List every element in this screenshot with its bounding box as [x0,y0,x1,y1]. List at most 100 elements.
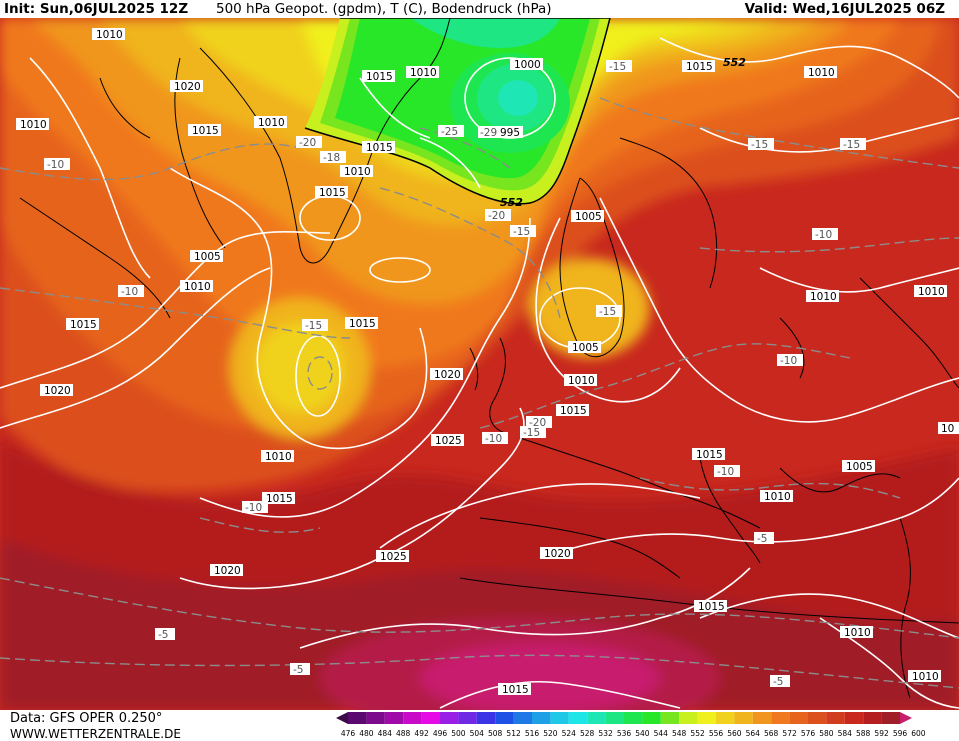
temperature-label: -10 [714,465,740,478]
svg-text:1010: 1010 [265,451,292,463]
pressure-label: 1000 [510,58,543,71]
legend-swatch [881,712,900,724]
isotherms [0,97,959,689]
legend-swatch [550,712,569,724]
temperature-label: -15 [596,305,622,318]
legend-tick-label: 560 [727,729,742,738]
temperature-label: -25 [438,125,464,138]
geopotential-label: 552 [500,196,523,209]
legend-swatch [752,712,772,724]
pressure-label: 1010 [760,490,793,503]
temperature-label: -15 [606,60,632,73]
pressure-label: 1005 [842,460,875,473]
legend-swatch [844,712,864,724]
pressure-label: 1010 [261,450,294,463]
pressure-label: 1020 [170,80,203,93]
legend-swatch [384,712,404,724]
legend-tick-label: 476 [340,729,356,738]
pressure-label: 1015 [556,404,589,417]
svg-text:-20: -20 [299,137,316,149]
svg-text:-29: -29 [480,127,497,139]
legend-tick-label: 532 [598,729,613,738]
legend-swatch [679,712,698,724]
legend-tick-label: 540 [635,729,650,738]
svg-text:-15: -15 [599,306,616,318]
legend-swatch [789,712,808,724]
svg-text:1005: 1005 [846,461,873,473]
legend-tick-label: 600 [911,729,926,738]
svg-text:-10: -10 [717,466,734,478]
legend-swatch [476,712,496,724]
legend-tick-label: 580 [819,729,834,738]
legend-tick-label: 548 [672,729,687,738]
temperature-label: -5 [754,532,774,545]
geopotential-labels: 552 552 [500,56,746,209]
svg-text:10: 10 [941,423,954,435]
svg-text:1010: 1010 [96,29,123,41]
svg-text:1010: 1010 [844,627,871,639]
pressure-label: 1010 [840,626,873,639]
map-title: 500 hPa Geopot. (gpdm), T (C), Bodendruc… [216,1,552,17]
svg-text:1025: 1025 [435,435,462,447]
svg-text:1005: 1005 [572,342,599,354]
temperature-label: -20 [526,416,552,429]
svg-text:-15: -15 [751,139,768,151]
legend-tick-label: 584 [837,729,852,738]
pressure-label: 1010 [16,118,49,131]
svg-text:1005: 1005 [194,251,221,263]
legend-tick-label: 576 [800,729,816,738]
legend-swatch [458,712,477,724]
svg-text:1010: 1010 [764,491,791,503]
pressure-label: 1020 [40,384,73,397]
legend-tick-label: 568 [764,729,779,738]
pressure-label: 1015 [188,124,221,137]
svg-text:1010: 1010 [258,117,285,129]
svg-text:1020: 1020 [174,81,201,93]
website-link[interactable]: WWW.WETTERZENTRALE.DE [10,727,181,741]
pressure-label: 1025 [431,434,464,447]
svg-text:-5: -5 [158,629,168,641]
legend-swatch [348,712,367,724]
legend-arrow-right [900,712,912,724]
legend-arrow-left [336,712,348,724]
pressure-label: 10 [938,422,959,435]
pressure-label: 1010 [254,116,287,129]
legend-swatch [863,712,882,724]
svg-text:1015: 1015 [560,405,587,417]
pressure-label: 1015 [315,186,348,199]
pressure-label: 1005 [568,341,601,354]
pressure-label: 1015 [694,600,727,613]
temperature-label: -29 [478,126,500,139]
data-source: Data: GFS OPER 0.250° [10,711,163,726]
legend-swatch [568,712,588,724]
svg-text:-15: -15 [305,320,322,332]
pressure-labels: 1010 1020 1010 1015 1010 1015 1010 1000 … [16,28,959,696]
legend-tick-label: 596 [892,729,908,738]
svg-text:1000: 1000 [514,59,541,71]
svg-text:1015: 1015 [319,187,346,199]
pressure-label: 1010 [180,280,213,293]
legend-tick-label: 500 [451,729,466,738]
svg-text:-15: -15 [843,139,860,151]
svg-text:1005: 1005 [575,211,602,223]
svg-text:-15: -15 [523,427,540,439]
svg-text:-10: -10 [121,286,138,298]
legend-tick-label: 544 [653,729,668,738]
temperature-label: -5 [290,663,310,676]
pressure-label: 1015 [362,70,395,83]
legend-swatch [440,712,459,724]
temperature-label: -15 [748,138,774,151]
temperature-label: -5 [155,628,175,641]
legend-tick-label: 524 [561,729,576,738]
svg-text:-20: -20 [529,417,546,429]
legend-tick-label: 496 [432,729,448,738]
legend-tick-label: 512 [506,729,521,738]
legend-swatch [642,712,661,724]
valid-time: Valid: Wed,16JUL2025 06Z [744,1,945,17]
svg-text:1015: 1015 [502,684,529,696]
legend-swatch [495,712,514,724]
pressure-label: 1015 [66,318,99,331]
svg-text:1020: 1020 [434,369,461,381]
svg-text:-10: -10 [780,355,797,367]
legend-tick-label: 588 [856,729,871,738]
